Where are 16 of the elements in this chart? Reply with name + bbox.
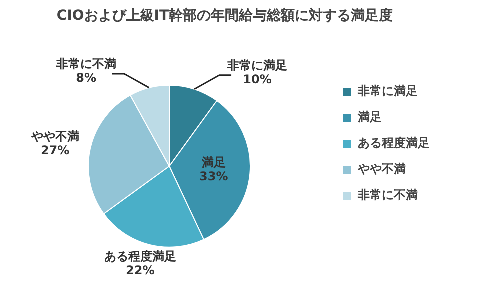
- legend-label: 非常に不満: [357, 188, 418, 202]
- slice-label: 満足: [200, 156, 226, 170]
- data-label: 8%: [76, 71, 97, 86]
- data-label: 10%: [243, 72, 272, 86]
- legend-label: 満足: [357, 110, 382, 124]
- legend-label: やや不満: [357, 162, 406, 176]
- slice-label: やや不満: [30, 129, 80, 144]
- data-label: 22%: [126, 263, 155, 278]
- legend-label: 非常に満足: [357, 84, 418, 98]
- slice-label: ある程度満足: [104, 249, 176, 264]
- data-label: 33%: [199, 170, 228, 184]
- data-label: 27%: [40, 143, 70, 158]
- slice-label: 非常に不満: [55, 57, 116, 72]
- legend-label: ある程度満足: [358, 136, 430, 150]
- chart-title: CIOおよび上級IT幹部の年間給与総額に対する満足度: [56, 7, 394, 24]
- slice-label: 非常に満足: [226, 58, 288, 72]
